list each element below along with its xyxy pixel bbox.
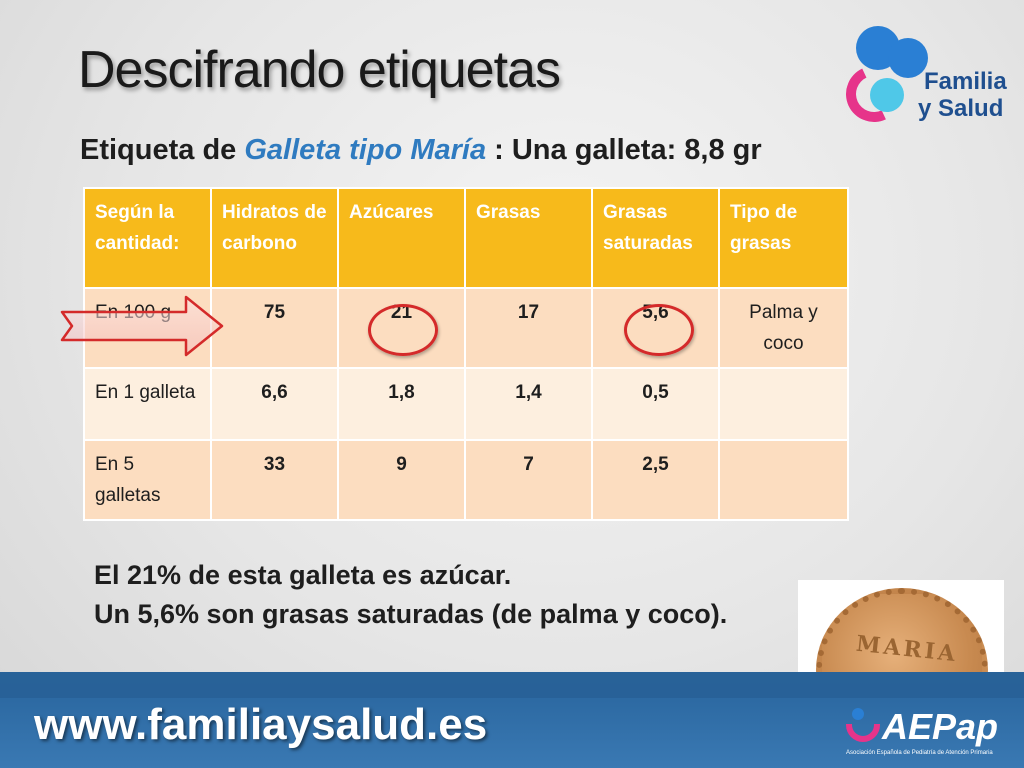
sugar-highlight-circle — [368, 304, 438, 356]
header-cell-carbohydrates: Hidratos de carbono — [210, 187, 339, 289]
table-header-row: Según la cantidad: Hidratos de carbono A… — [83, 187, 849, 289]
table-row: En 5 galletas 33 9 7 2,5 — [83, 439, 849, 521]
header-cell-fat-type: Tipo de grasas — [718, 187, 849, 289]
header-cell-sugars: Azúcares — [337, 187, 466, 289]
header-cell-saturated-fats: Grasas saturadas — [591, 187, 720, 289]
logo-text-line1: Familia — [924, 68, 1007, 95]
footer-bar — [0, 672, 1024, 768]
subtitle-product: Galleta tipo María — [244, 134, 487, 166]
footer-stripe — [0, 672, 1024, 698]
table-cell — [718, 367, 849, 441]
logo-child-cyan-icon — [870, 78, 904, 112]
header-cell-fats: Grasas — [464, 187, 593, 289]
aepap-figure-head-icon — [852, 708, 864, 720]
table-cell: 1,4 — [464, 367, 593, 441]
summary-line-sugar: El 21% de esta galleta es azúcar. — [94, 560, 512, 590]
aepap-name: AEPap — [882, 706, 999, 747]
table-cell: 17 — [464, 287, 593, 369]
table-cell: 1,8 — [337, 367, 466, 441]
website-url: www.familiaysalud.es — [34, 700, 488, 749]
logo-head-blue-2-icon — [888, 38, 928, 78]
saturated-fat-highlight-circle — [624, 304, 694, 356]
biscuit-image: MARIA — [798, 580, 1004, 688]
row-label: En 1 galleta — [83, 367, 212, 441]
table-cell: 75 — [210, 287, 339, 369]
highlight-arrow-icon — [60, 295, 224, 357]
table-cell: 7 — [464, 439, 593, 521]
slide-title: Descifrando etiquetas — [78, 41, 561, 99]
table-cell: 9 — [337, 439, 466, 521]
nutrition-table: Según la cantidad: Hidratos de carbono A… — [83, 187, 849, 521]
slide-subtitle: Etiqueta de Galleta tipo María : Una gal… — [80, 134, 762, 167]
table-cell: Palma y coco — [718, 287, 849, 369]
table-cell: 0,5 — [591, 367, 720, 441]
table-cell — [718, 439, 849, 521]
table-cell: 33 — [210, 439, 339, 521]
aepap-figure-arm-icon — [846, 724, 880, 742]
table-cell: 6,6 — [210, 367, 339, 441]
aepap-tagline: Asociación Española de Pediatría de Aten… — [846, 750, 993, 756]
summary-text: El 21% de esta galleta es azúcar. Un 5,6… — [94, 556, 727, 634]
header-cell-quantity: Según la cantidad: — [83, 187, 212, 289]
summary-line-saturated-fat: Un 5,6% son grasas saturadas (de palma y… — [94, 599, 728, 629]
aepap-logo: AEPap Asociación Española de Pediatría d… — [842, 706, 1012, 766]
familia-y-salud-logo: Familia y Salud — [838, 22, 1020, 132]
table-cell: 2,5 — [591, 439, 720, 521]
table-row: En 1 galleta 6,6 1,8 1,4 0,5 — [83, 367, 849, 441]
subtitle-prefix: Etiqueta de — [80, 134, 245, 166]
logo-text-line2: y Salud — [918, 95, 1004, 122]
subtitle-suffix: : Una galleta: 8,8 gr — [486, 134, 762, 166]
row-label: En 5 galletas — [83, 439, 212, 521]
